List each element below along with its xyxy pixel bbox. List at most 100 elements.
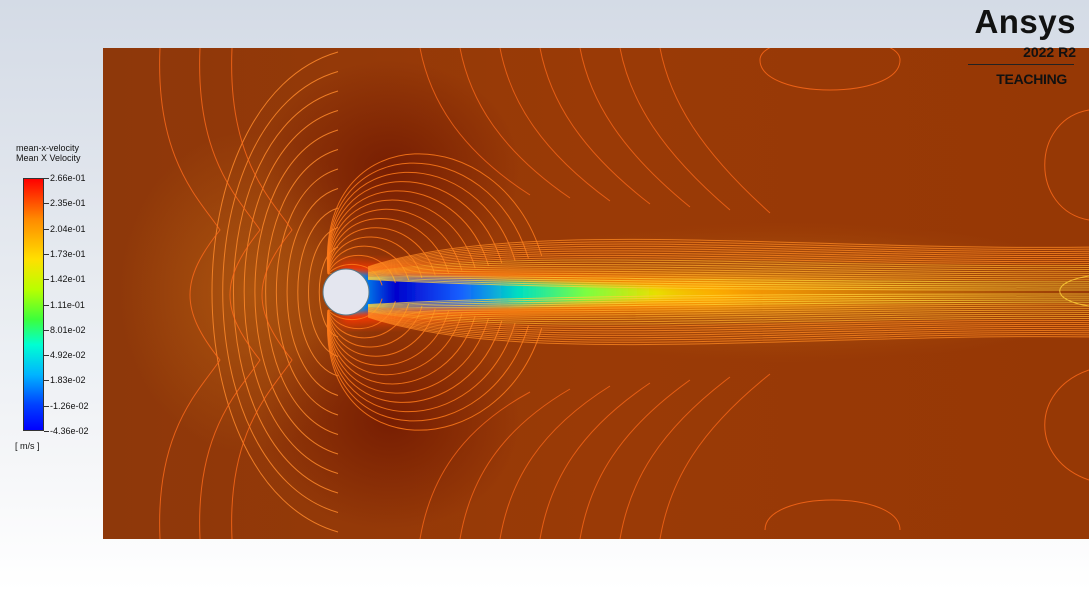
contour-line [459, 48, 571, 199]
contour-line [367, 311, 1089, 327]
contour-line [764, 499, 901, 531]
contour-line [619, 376, 731, 539]
contour-line [419, 48, 531, 196]
legend-tick-label: 1.73e-01 [50, 249, 86, 259]
contour-line [499, 385, 611, 539]
contour-line [459, 388, 571, 539]
legend-title-variable: mean-x-velocity [16, 143, 80, 153]
legend-colorbar[interactable] [23, 178, 44, 431]
legend-tick-mark [44, 380, 49, 381]
contour-line [367, 245, 1089, 270]
contour-line [211, 51, 339, 533]
contour-line [327, 309, 489, 394]
contour-line [367, 277, 1089, 285]
contour-line [1059, 275, 1089, 307]
contour-line [265, 149, 339, 435]
legend-tick-label: -4.36e-02 [50, 426, 89, 436]
contour-line [367, 314, 1089, 339]
contour-line [367, 254, 1089, 272]
contour-line [199, 48, 261, 539]
contour-line [367, 299, 1089, 307]
legend-tick-label: 8.01e-02 [50, 325, 86, 335]
contour-line [367, 308, 1089, 316]
contour-line [1044, 369, 1089, 481]
legend-tick-mark [44, 355, 49, 356]
contour-line [367, 252, 1089, 271]
legend-tick-label: 4.92e-02 [50, 350, 86, 360]
contour-line [367, 250, 1089, 271]
contour-line [367, 315, 1089, 341]
contour-line [367, 311, 1089, 325]
contour-line [327, 190, 489, 275]
contour-line [579, 48, 691, 208]
contour-line [539, 48, 651, 205]
contour-line [367, 272, 1089, 279]
legend-tick-mark [44, 279, 49, 280]
contour-line [222, 71, 339, 513]
contour-line [286, 188, 339, 396]
contour-line [327, 309, 463, 376]
contour-line [233, 90, 339, 494]
legend-tick-label: 2.04e-01 [50, 224, 86, 234]
legend-tick-label: 1.42e-01 [50, 274, 86, 284]
contour-line [275, 168, 339, 416]
contour-line [327, 309, 529, 422]
contour-line [659, 373, 771, 539]
legend-tick-label: 2.35e-01 [50, 198, 86, 208]
contour-line [367, 276, 1089, 283]
contour-line [308, 227, 339, 357]
contour-line [1044, 109, 1089, 221]
legend-tick-mark [44, 330, 49, 331]
contour-line [367, 257, 1089, 273]
legend-tick-label: 1.83e-02 [50, 375, 86, 385]
contour-line [367, 270, 1089, 277]
contour-line [367, 309, 1089, 318]
contour-line [499, 48, 611, 202]
legend-tick-label: 2.66e-01 [50, 173, 86, 183]
contour-line [367, 274, 1089, 281]
contour-line [297, 207, 339, 377]
contour-line [367, 277, 1089, 287]
contour-line [367, 268, 1089, 276]
contour-line [327, 181, 503, 275]
legend-tick-mark [44, 406, 49, 407]
contour-line [326, 153, 543, 275]
contour-line [367, 307, 1089, 314]
legend-tick-mark [44, 254, 49, 255]
contour-line [327, 171, 516, 275]
contour-line [367, 266, 1089, 275]
contour-line [254, 129, 339, 455]
legend-unit: [ m/s ] [15, 441, 40, 451]
contour-line [327, 162, 529, 275]
contour-line [367, 238, 1089, 268]
contour-line [367, 301, 1089, 308]
contour-line [327, 309, 516, 413]
contour-line [367, 303, 1089, 310]
contour-line [327, 309, 503, 403]
contour-line [231, 48, 293, 539]
contour-line [367, 313, 1089, 334]
contour-line [367, 259, 1089, 273]
logo-divider [968, 64, 1074, 65]
legend-tick-label: 1.11e-01 [50, 300, 85, 310]
contour-line [659, 48, 771, 214]
contour-line [759, 48, 901, 91]
legend-tick-mark [44, 178, 49, 179]
contour-line [579, 379, 691, 539]
contour-line [367, 316, 1089, 343]
contour-line [367, 314, 1089, 336]
contour-line [367, 310, 1089, 321]
contour-line [367, 263, 1089, 274]
contour-line [367, 261, 1089, 274]
contour-line [367, 248, 1089, 270]
contour-line [327, 309, 450, 366]
contour-line [367, 297, 1089, 307]
contour-line [367, 305, 1089, 312]
contour-line [367, 243, 1089, 269]
contour-line [367, 310, 1089, 323]
contour-line [326, 309, 543, 431]
contour-line [367, 278, 1089, 291]
contour-line [619, 48, 731, 211]
